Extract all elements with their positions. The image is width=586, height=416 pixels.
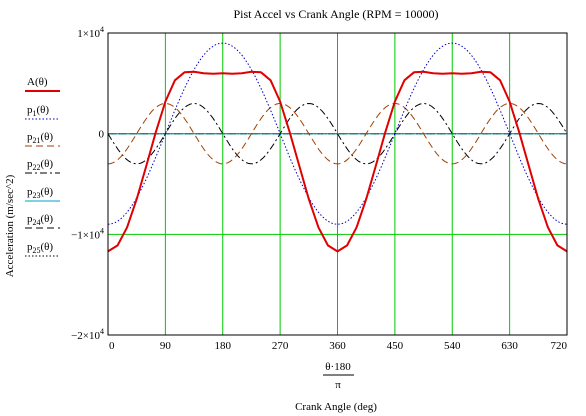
plot-series [107, 42, 568, 253]
x-tick-label: 270 [272, 340, 289, 352]
legend-label: A(θ) [27, 76, 48, 88]
legend-label: p25(θ) [27, 241, 53, 255]
x-axis-label: Crank Angle (deg) [295, 401, 377, 413]
x-expression-denominator: π [335, 379, 341, 391]
x-tick-label: 90 [160, 340, 172, 352]
legend: A(θ) p1(θ) p21(θ) p22(θ) p23(θ) p24(θ) p25(θ) [25, 76, 60, 257]
legend-label: p21(θ) [27, 131, 53, 145]
x-tick-label: 720 [551, 340, 568, 352]
series-line-0 [107, 70, 568, 253]
x-tick-label: 630 [501, 340, 518, 352]
y-axis-label: Acceleration (m/sec^2) [4, 174, 16, 277]
x-tick-label: 540 [444, 340, 461, 352]
y-tick-label: 0 [99, 129, 105, 141]
x-tick-label: 360 [329, 340, 346, 352]
legend-label: p22(θ) [27, 158, 53, 172]
chart-title: Pist Accel vs Crank Angle (RPM = 10000) [233, 7, 438, 21]
legend-label: p1(θ) [27, 104, 49, 118]
y-tick-label: −2×104 [71, 327, 104, 342]
x-axis-expression: θ·180 π [323, 361, 354, 391]
x-tick-label: 450 [387, 340, 404, 352]
series-line-3 [107, 103, 568, 165]
legend-label: p24(θ) [27, 213, 53, 227]
y-tick-label: −1×104 [71, 226, 104, 241]
legend-label: p23(θ) [27, 186, 53, 200]
y-tick-label: 1×104 [77, 25, 104, 40]
plot-frame [107, 32, 568, 336]
tick-labels: 0 90 180 270 360 450 540 630 720 1×104 0 −1×104 −2×1… [71, 25, 567, 352]
x-tick-label: 0 [109, 340, 115, 352]
x-tick-label: 180 [215, 340, 232, 352]
x-expression-numerator: θ·180 [325, 361, 351, 373]
series-line-2 [107, 103, 568, 165]
